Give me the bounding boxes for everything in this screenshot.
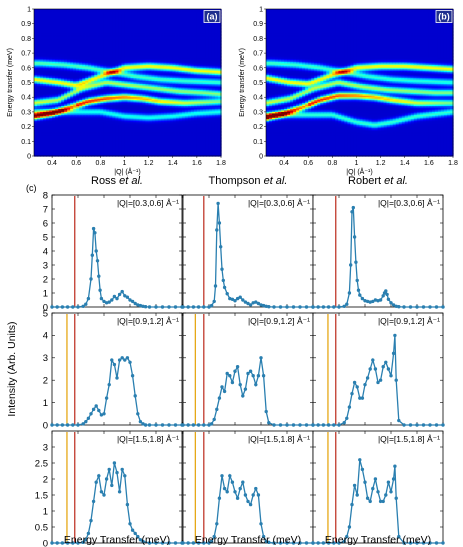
- heatmap-panel-a: 0.4 0.6 0.8 1 1.2 1.4 1.6 1.800.10.20.30.40.50.…: [7, 7, 226, 177]
